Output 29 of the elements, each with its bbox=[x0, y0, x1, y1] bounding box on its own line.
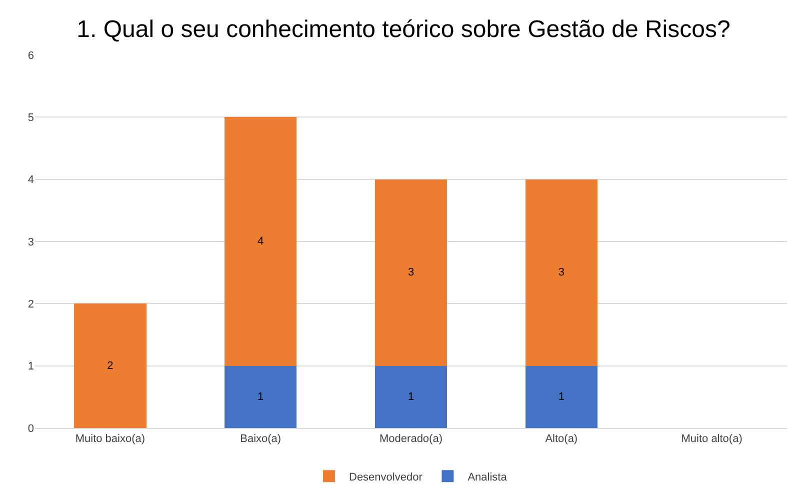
bar bbox=[374, 179, 448, 366]
x-tick-label: Muito alto(a) bbox=[681, 433, 742, 446]
bar bbox=[525, 366, 598, 428]
chart-title: 1. Qual o seu conhecimento teórico sobre Gestão de Riscos? bbox=[76, 16, 730, 43]
bar bbox=[224, 366, 297, 428]
data-label: 1 bbox=[258, 390, 264, 403]
y-tick-label: 5 bbox=[28, 112, 34, 124]
legend-label: Desenvolvedor bbox=[349, 471, 423, 484]
y-tick-label: 6 bbox=[28, 50, 34, 62]
y-tick-label: 4 bbox=[28, 174, 34, 186]
y-tick-label: 1 bbox=[28, 360, 34, 373]
bar bbox=[224, 117, 297, 366]
y-tick-label: 3 bbox=[28, 236, 34, 248]
legend-label: Analista bbox=[468, 471, 508, 484]
x-tick-label: Moderado(a) bbox=[380, 433, 442, 446]
bar bbox=[74, 304, 146, 428]
y-tick-label: 0 bbox=[28, 422, 34, 435]
x-tick-label: Baixo(a) bbox=[240, 433, 282, 446]
y-tick-label: 2 bbox=[28, 298, 34, 311]
data-label: 2 bbox=[107, 360, 114, 372]
data-label: 1 bbox=[408, 390, 414, 403]
bar bbox=[374, 366, 448, 428]
data-label: 3 bbox=[558, 266, 564, 279]
data-label: 4 bbox=[258, 236, 264, 248]
x-tick-label: Muito baixo(a) bbox=[75, 433, 146, 446]
data-label: 3 bbox=[408, 266, 414, 279]
data-label: 1 bbox=[558, 390, 564, 403]
bar bbox=[525, 179, 598, 366]
x-tick-label: Alto(a) bbox=[545, 433, 578, 446]
